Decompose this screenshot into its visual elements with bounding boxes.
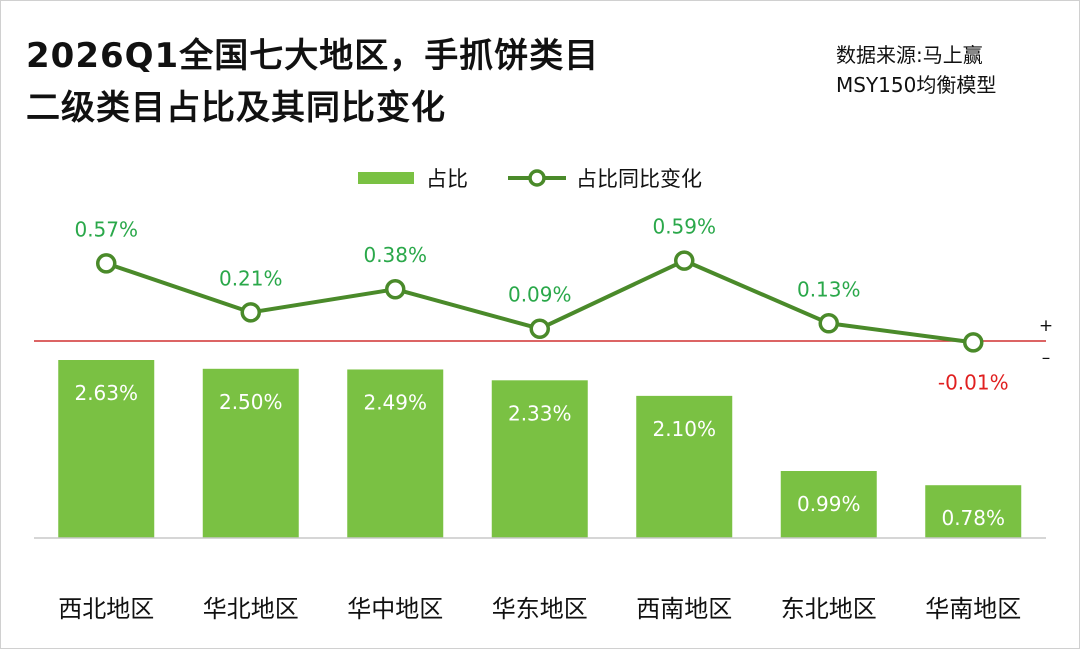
line-point: [674, 250, 695, 271]
legend-swatch-bar: [358, 172, 414, 184]
bar-value-label: 0.99%: [797, 492, 861, 516]
line-value-label: 0.13%: [797, 277, 861, 301]
plus-sign: +: [1039, 316, 1053, 336]
bar-value-label: 2.33%: [508, 401, 572, 425]
x-tick-label: 华北地区: [203, 595, 299, 623]
x-tick-label: 华中地区: [347, 595, 443, 623]
x-axis-labels: 西北地区 华北地区 华中地区 华东地区 西南地区 东北地区 华南地区: [58, 595, 1021, 623]
line-value-label: 0.59%: [652, 215, 716, 239]
bar: [780, 470, 877, 538]
bar: [491, 380, 588, 538]
bar-labels: 2.63% 2.50% 2.49% 2.33% 2.10% 0.99% 0.78%: [74, 381, 1005, 530]
line-point: [240, 302, 261, 323]
line-series: [96, 250, 984, 353]
line-point: [818, 313, 839, 334]
line-point: [96, 253, 117, 274]
x-tick-label: 西南地区: [636, 595, 732, 623]
minus-sign: –: [1042, 348, 1051, 368]
bar: [58, 360, 155, 538]
line-value-label: 0.21%: [219, 266, 283, 290]
bar-value-label: 2.10%: [652, 417, 716, 441]
chart-title: 2026Q1全国七大地区，手抓饼类目 二级类目占比及其同比变化: [26, 30, 599, 134]
bar-value-label: 2.50%: [219, 390, 283, 414]
x-tick-label: 华南地区: [925, 595, 1021, 623]
bar-series: [58, 360, 1022, 538]
line-value-label: -0.01%: [938, 370, 1009, 394]
legend-swatch-marker: [528, 169, 546, 187]
bar: [347, 369, 444, 538]
line-value-label: 0.38%: [363, 243, 427, 267]
line-point: [963, 332, 984, 353]
bar: [636, 395, 733, 538]
bar: [925, 485, 1022, 538]
chart-title-line1: 2026Q1全国七大地区，手抓饼类目: [26, 36, 600, 76]
bar-value-label: 0.78%: [941, 506, 1005, 530]
data-source-line2: MSY150均衡模型: [836, 73, 997, 97]
x-tick-label: 西北地区: [58, 595, 154, 623]
bar-value-label: 2.63%: [74, 381, 138, 405]
bar-value-label: 2.49%: [363, 390, 427, 414]
data-source: 数据来源:马上赢 MSY150均衡模型: [836, 40, 996, 100]
data-source-line1: 数据来源:马上赢: [836, 43, 983, 67]
chart-title-line2: 二级类目占比及其同比变化: [26, 88, 446, 128]
bar: [202, 368, 299, 538]
x-tick-label: 东北地区: [781, 595, 877, 623]
x-tick-label: 华东地区: [492, 595, 588, 623]
line-labels: 0.57% 0.21% 0.38% 0.09% 0.59% 0.13% -0.01%: [74, 215, 1008, 395]
legend-label-line: 占比同比变化: [576, 167, 702, 191]
line-point: [529, 318, 550, 339]
legend: 占比 占比同比变化: [358, 167, 702, 191]
legend-label-bar: 占比: [426, 167, 468, 191]
line-value-label: 0.09%: [508, 283, 572, 307]
line-point: [385, 278, 406, 300]
line-value-label: 0.57%: [74, 217, 138, 241]
